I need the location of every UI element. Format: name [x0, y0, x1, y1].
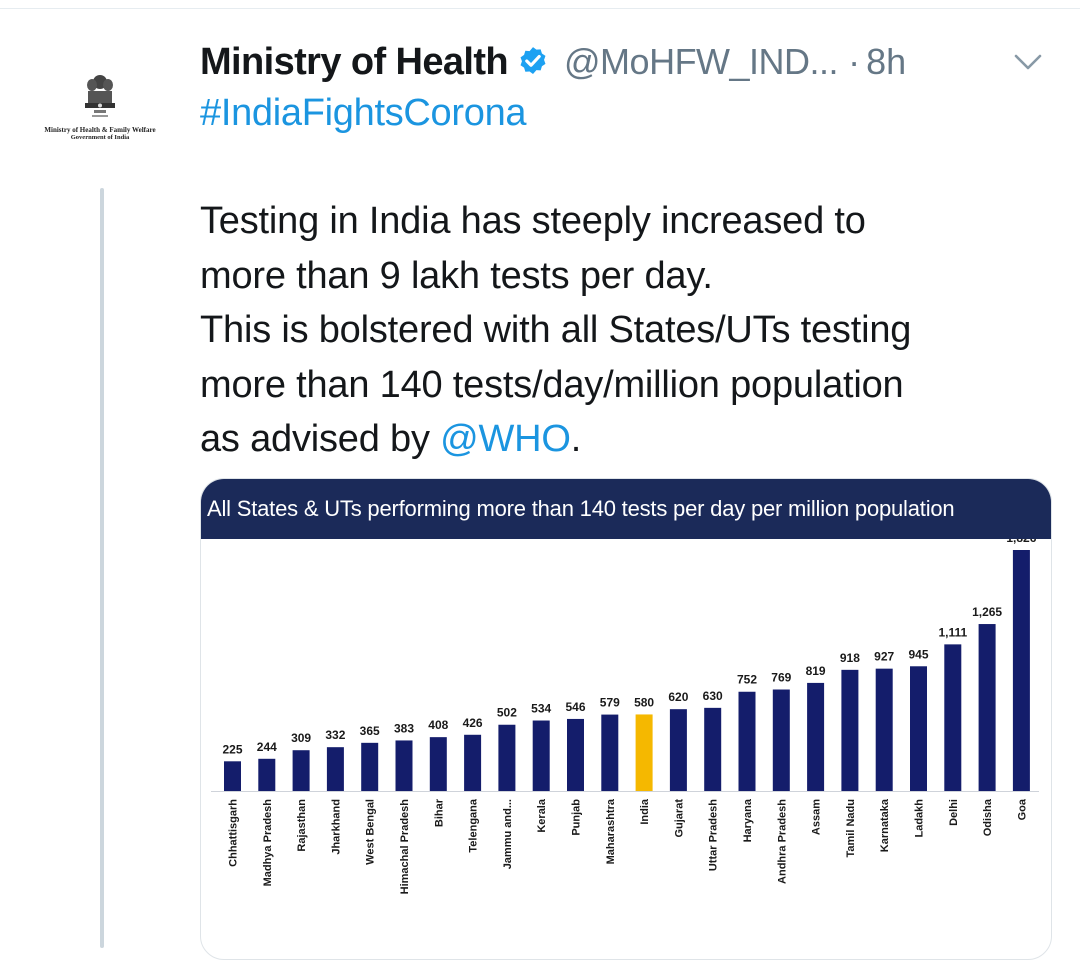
- tweet-image-card[interactable]: All States & UTs performing more than 14…: [200, 478, 1052, 960]
- category-label: Himachal Pradesh: [399, 799, 411, 895]
- bar: [361, 742, 379, 791]
- tweet-text-line: Testing in India has steeply increased t…: [200, 200, 866, 242]
- category-label: Bihar: [433, 798, 445, 827]
- bar: [258, 758, 276, 791]
- data-label: 1,265: [972, 605, 1002, 619]
- bar: [807, 682, 825, 791]
- tweet-text-line: as advised by @WHO.: [200, 412, 1060, 467]
- data-label: 534: [531, 702, 551, 716]
- bar: [772, 689, 790, 791]
- tweet-text-line: This is bolstered with all States/UTs te…: [200, 309, 912, 351]
- category-label: Madhya Pradesh: [262, 799, 274, 887]
- data-label: 383: [394, 721, 414, 735]
- bar: [978, 624, 996, 791]
- chevron-down-icon[interactable]: [1012, 50, 1044, 74]
- data-label: 408: [428, 718, 448, 732]
- data-label: 244: [257, 740, 277, 754]
- data-label: 502: [497, 706, 517, 720]
- category-label: Tamil Nadu: [845, 799, 857, 857]
- tweet-timestamp[interactable]: 8h: [866, 41, 907, 82]
- tweet-text: Testing in India has steeply increased t…: [200, 194, 1060, 467]
- category-label: Punjab: [571, 799, 583, 836]
- bar: [738, 691, 756, 791]
- tweet-text-line: more than 140 tests/day/million populati…: [200, 363, 904, 406]
- bar: [841, 669, 859, 791]
- chart-title: All States & UTs performing more than 14…: [201, 479, 1051, 539]
- category-label: Jharkhand: [330, 799, 342, 855]
- category-label: India: [639, 798, 651, 825]
- category-label: Odisha: [982, 798, 994, 836]
- bar: [1012, 550, 1030, 791]
- data-label: 580: [634, 695, 654, 709]
- category-label: Andhra Pradesh: [776, 799, 788, 884]
- org-name: Ministry of Health & Family Welfare: [44, 126, 156, 134]
- bar: [464, 734, 482, 791]
- category-label: Gujarat: [673, 799, 685, 838]
- category-label: Uttar Pradesh: [708, 799, 720, 871]
- bar: [601, 714, 619, 791]
- tweet-text-suffix: .: [570, 418, 582, 460]
- bar: [498, 724, 516, 791]
- category-label: Haryana: [742, 798, 754, 842]
- data-label: 819: [806, 664, 826, 678]
- author-handle[interactable]: @MoHFW_IND...: [564, 41, 839, 82]
- data-label: 225: [222, 742, 242, 756]
- bar: [395, 740, 413, 791]
- tweet-text-prefix: as advised by: [200, 418, 441, 460]
- emblem-icon: [85, 75, 115, 117]
- top-divider: [0, 8, 1080, 9]
- data-label: 1,111: [938, 625, 967, 639]
- data-label: 546: [565, 700, 585, 714]
- data-label: 365: [360, 724, 380, 738]
- bar: [532, 720, 550, 791]
- data-label: 579: [600, 696, 620, 710]
- org-subtitle: Government of India: [70, 134, 130, 141]
- data-label: 332: [325, 728, 345, 742]
- category-label: Karnataka: [879, 798, 891, 852]
- hashtag-link[interactable]: #IndiaFightsCorona: [200, 92, 527, 134]
- data-label: 309: [291, 731, 311, 745]
- category-label: Telengana: [468, 798, 480, 852]
- category-label: Kerala: [536, 798, 548, 833]
- author-name[interactable]: Ministry of Health: [200, 40, 509, 83]
- data-label: 769: [771, 671, 791, 685]
- bar: [910, 666, 927, 791]
- tweet-header: Ministry of Health @MoHFW_IND... · 8h: [200, 38, 906, 86]
- data-label: 426: [463, 716, 483, 730]
- data-label: 620: [668, 690, 688, 704]
- category-label: Assam: [811, 799, 823, 835]
- category-label: Maharashtra: [605, 798, 617, 864]
- avatar[interactable]: Ministry of Health & Family Welfare Gove…: [30, 72, 170, 152]
- data-label: 945: [908, 647, 928, 661]
- bar: [567, 718, 584, 791]
- separator-dot: ·: [848, 41, 861, 82]
- data-label: 918: [840, 651, 860, 665]
- category-label: West Bengal: [365, 799, 377, 865]
- data-label: 1,826: [1006, 539, 1036, 545]
- bar: [944, 644, 962, 791]
- category-label: Chhattisgarh: [228, 799, 240, 867]
- bar-chart: 225 Chhattisgarh 244 Madhya Pradesh 309 Rajas…: [211, 539, 1039, 895]
- bar: [429, 737, 447, 791]
- data-label: 752: [737, 673, 757, 687]
- category-label: Jammu and...: [502, 799, 514, 869]
- category-label: Delhi: [948, 799, 960, 826]
- category-label: Rajasthan: [296, 799, 308, 852]
- data-label: 927: [874, 650, 894, 664]
- bar: [875, 668, 893, 791]
- data-label: 630: [703, 689, 723, 703]
- thread-line: [100, 188, 104, 948]
- bar: [326, 747, 344, 791]
- bar: [292, 750, 310, 791]
- category-label: Ladakh: [914, 799, 926, 838]
- tweet-text-line: more than 9 lakh tests per day.: [200, 254, 713, 297]
- verified-badge-icon: [520, 47, 546, 75]
- category-label: Goa: [1016, 798, 1028, 820]
- mention-link[interactable]: @WHO: [440, 418, 571, 460]
- bar: [704, 707, 722, 791]
- bar: [635, 714, 653, 791]
- bar: [224, 761, 241, 791]
- bar: [669, 709, 687, 791]
